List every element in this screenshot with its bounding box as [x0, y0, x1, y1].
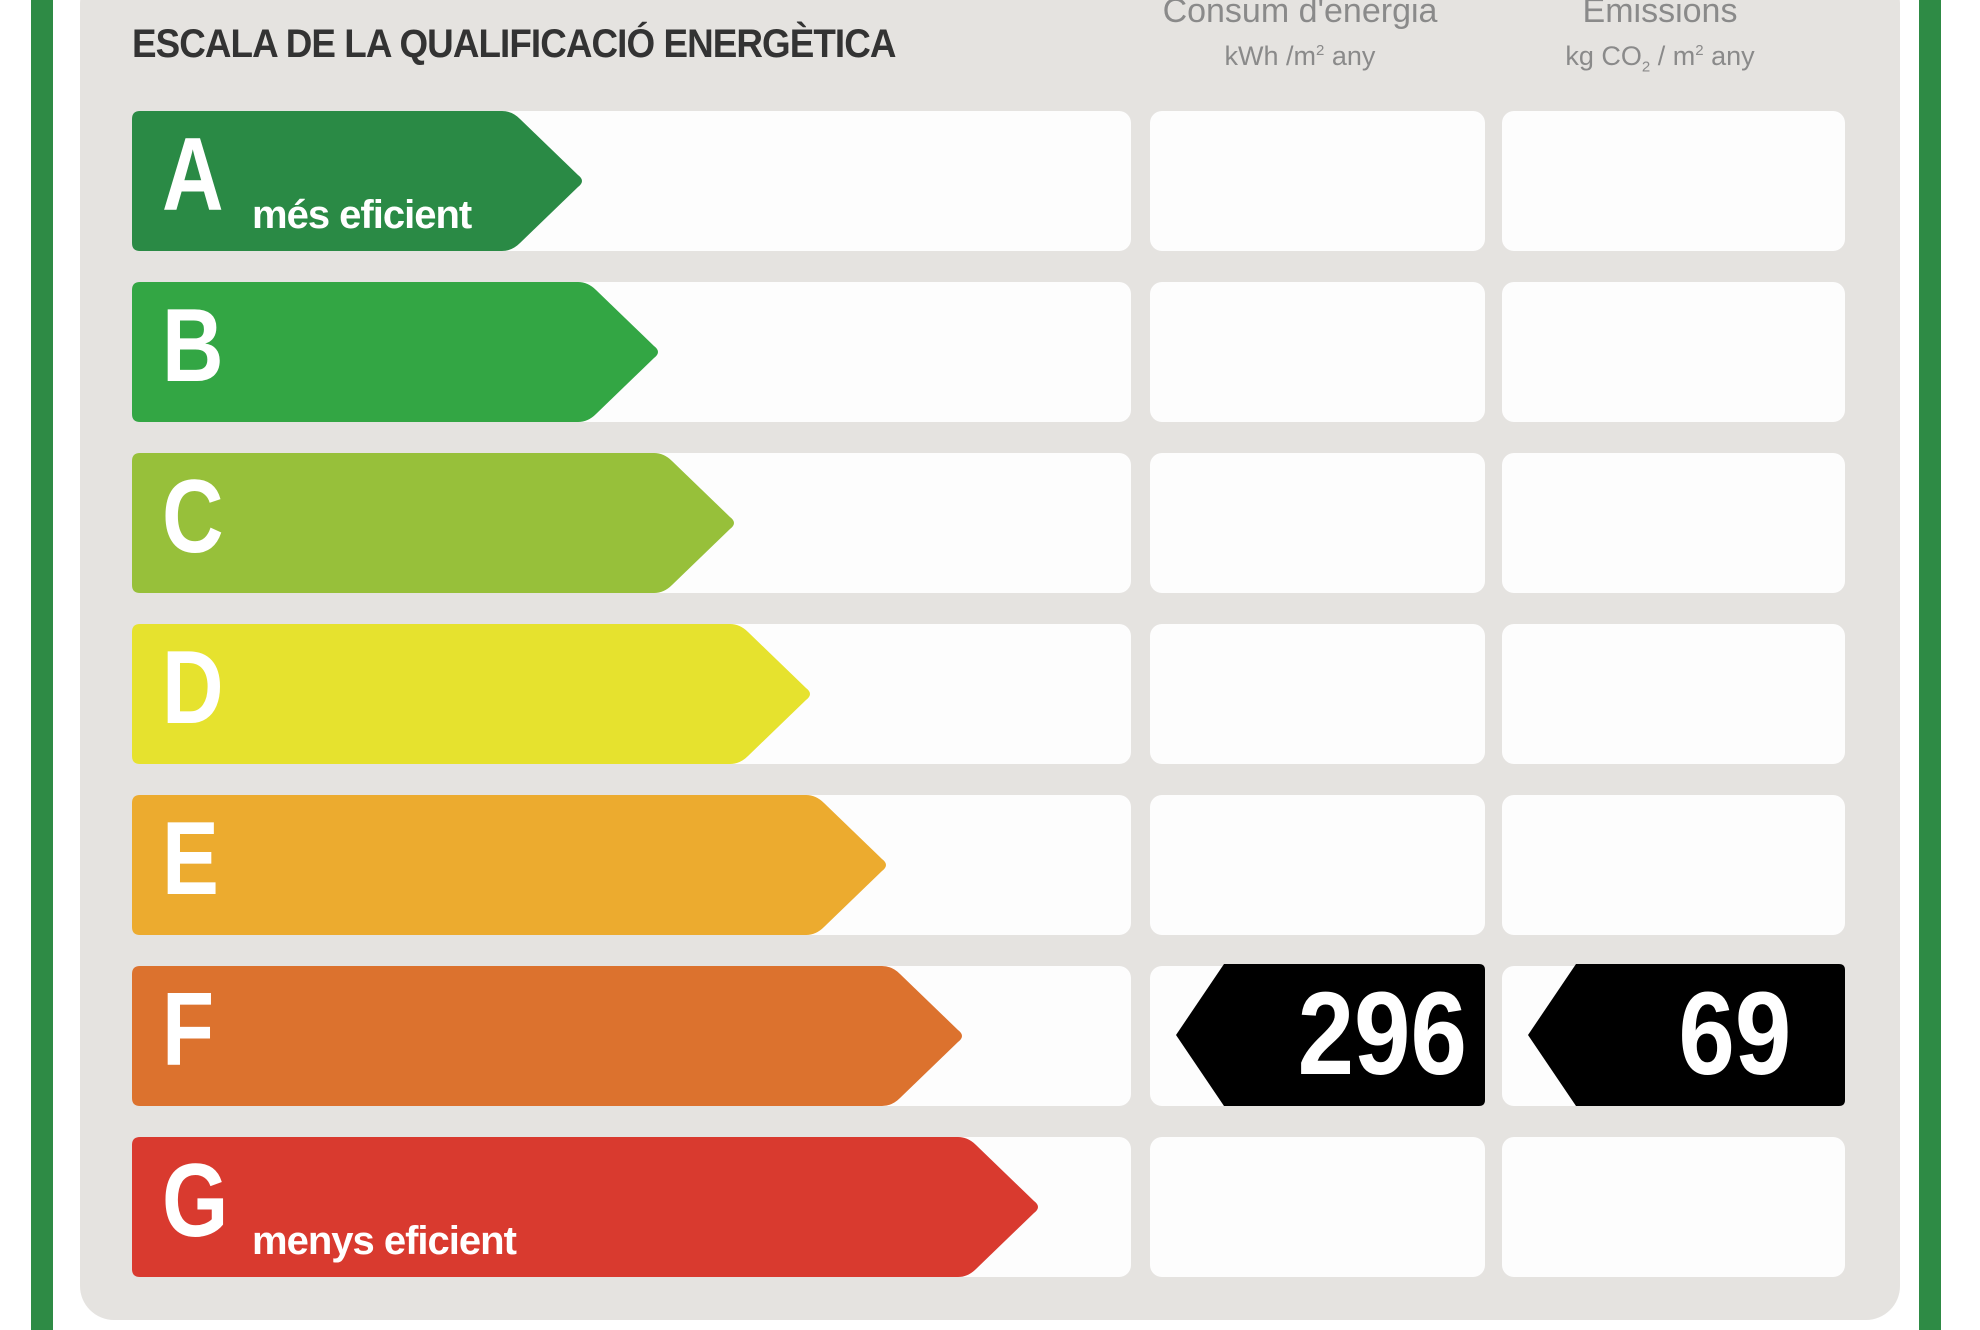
emissions-rating-marker: 69 [1528, 964, 1845, 1106]
scale-letter: G [162, 1143, 229, 1259]
scale-arrow-c: C [132, 453, 734, 593]
emissions-cell-e [1502, 795, 1845, 935]
scale-title: ESCALA DE LA QUALIFICACIÓ ENERGÈTICA [132, 22, 896, 66]
energy-cell-e [1150, 795, 1485, 935]
rating-marker-shape [1176, 964, 1485, 1106]
emissions-cell-c [1502, 453, 1845, 593]
scale-letter: B [162, 288, 224, 404]
scale-caption: menys eficient [252, 1219, 517, 1263]
scale-letter: D [162, 630, 224, 746]
scale-letter: E [162, 801, 219, 917]
scale-arrow-b: B [132, 282, 658, 422]
scale-arrow-shape [132, 453, 734, 593]
energy-rating-marker: 296 [1176, 964, 1485, 1106]
scale-arrow-e: E [132, 795, 886, 935]
energy-cell-g [1150, 1137, 1485, 1277]
scale-arrow-shape [132, 282, 658, 422]
emissions-column-unit: kg CO2 / m2 any [1565, 41, 1755, 76]
energy-rating-value: 296 [1297, 968, 1467, 1100]
scale-arrow-shape [132, 111, 582, 251]
scale-arrow-shape [132, 966, 962, 1106]
scale-letter: F [162, 972, 215, 1088]
emissions-column-label: Emissions [1582, 0, 1738, 30]
energy-cell-d [1150, 624, 1485, 764]
label-border-frame [31, 0, 1941, 1330]
emissions-column-header: Emissions kg CO2 / m2 any [1510, 0, 1810, 75]
energy-cell-a [1150, 111, 1485, 251]
energy-cell-b [1150, 282, 1485, 422]
emissions-rating-value: 69 [1678, 968, 1791, 1100]
scale-arrow-f: F [132, 966, 962, 1106]
scale-arrow-shape [132, 1137, 1038, 1277]
energy-column-unit: kWh /m2 any [1224, 41, 1376, 71]
emissions-cell-a [1502, 111, 1845, 251]
energy-column-label: Consum d'energia [1162, 0, 1438, 30]
energy-cell-c [1150, 453, 1485, 593]
scale-caption: més eficient [252, 193, 472, 237]
scale-letter: C [162, 459, 224, 575]
rating-marker-shape [1528, 964, 1845, 1106]
emissions-cell-b [1502, 282, 1845, 422]
scale-arrow-d: D [132, 624, 810, 764]
energy-column-header: Consum d'energia kWh /m2 any [1150, 0, 1450, 72]
emissions-cell-g [1502, 1137, 1845, 1277]
scale-arrow-shape [132, 624, 810, 764]
scale-arrow-shape [132, 795, 886, 935]
emissions-cell-d [1502, 624, 1845, 764]
scale-letter: A [162, 117, 224, 233]
